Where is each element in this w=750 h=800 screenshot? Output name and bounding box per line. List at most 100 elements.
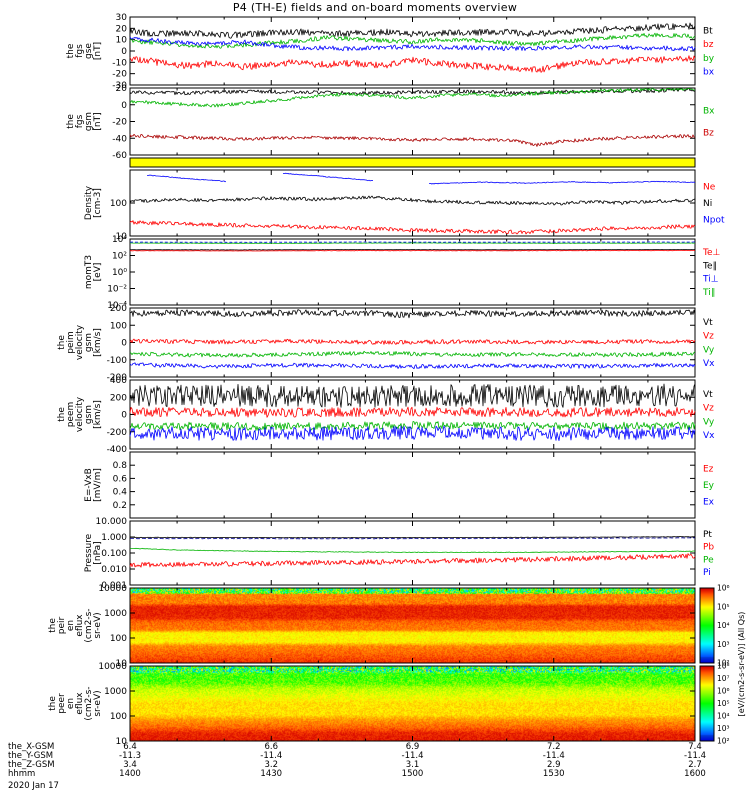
colorbar-tick-label: 10⁵ — [717, 699, 730, 708]
y-axis-label-efield: E=-VxB — [84, 468, 94, 502]
legend-Ez: Ez — [703, 465, 714, 475]
y-tick-label: 200 — [110, 393, 127, 403]
legend-Pb: Pb — [703, 543, 714, 553]
y-tick-label: 200 — [110, 304, 127, 314]
y-tick-label: 20 — [116, 84, 128, 94]
y-tick-label: 30 — [116, 13, 128, 23]
spectrogram-peer-spec — [130, 666, 695, 741]
y-tick-label: 100 — [110, 199, 127, 209]
y-tick-label: 10 — [116, 659, 128, 669]
date-label: 2020 Jan 17 — [8, 781, 59, 791]
series-Pe — [129, 547, 696, 554]
legend-Vx: Vx — [703, 431, 715, 441]
y-axis-label-pressure: [nPa] — [93, 541, 103, 564]
y-tick-label: 0.8 — [113, 461, 128, 471]
series-Vx — [129, 362, 696, 370]
y-axis-label-fgs-gse: the — [66, 43, 76, 58]
colorbar-tick-label: 10⁶ — [717, 687, 730, 696]
axis-row-value: 3.4 — [123, 760, 137, 770]
y-axis-label-pressure: Pressure — [84, 533, 94, 572]
axis-row-value: -11.4 — [543, 751, 565, 761]
legend-Bt: Bt — [703, 27, 713, 37]
y-axis-label-fgs-gsm: [nT] — [93, 112, 103, 130]
colorbar-tick-label: 10⁴ — [717, 621, 730, 630]
axis-row-label: the_Y-GSM — [8, 751, 53, 761]
legend-Te⊥: Te⊥ — [702, 248, 721, 258]
axis-row-value: 1500 — [402, 769, 424, 779]
y-axis-label-peir-spec: sr-eV) — [93, 612, 103, 638]
series-bz — [129, 55, 696, 73]
y-tick-label: 0.001 — [101, 581, 127, 591]
series-Ni — [129, 195, 696, 206]
series-Ne — [129, 220, 696, 235]
y-axis-label-peer-spec: en — [66, 698, 76, 709]
series-Te_perp — [129, 250, 696, 252]
series-Bt — [129, 88, 696, 96]
legend-Ti∥: Ti∥ — [702, 288, 715, 298]
y-axis-label-density: [cm-3] — [93, 188, 103, 218]
y-axis-label-peer-spec: eflux — [75, 692, 85, 715]
y-tick-label: 10 — [116, 737, 128, 747]
y-tick-label: 10 — [116, 36, 128, 46]
axis-row-value: -11.4 — [402, 751, 424, 761]
y-axis-label-vel-peem: [km/s] — [93, 400, 103, 429]
series-Pb — [129, 553, 696, 568]
series-Vz — [129, 406, 696, 418]
y-axis-label-peir-spec: peir — [57, 616, 67, 634]
legend-Bz: Bz — [703, 129, 714, 139]
y-tick-label: -100 — [107, 356, 128, 366]
legend-Vt: Vt — [703, 390, 713, 400]
y-axis-label-peir-spec: en — [66, 620, 76, 631]
y-tick-label: -200 — [107, 428, 128, 438]
colorbar-tick-label: 10⁵ — [717, 602, 730, 611]
y-tick-label: 0 — [121, 47, 127, 57]
y-axis-label-vel-peim: gsm — [84, 333, 94, 352]
panel-frame-pressure — [129, 520, 696, 586]
axis-row-value: 7.4 — [688, 742, 702, 752]
y-tick-label: 10⁻² — [107, 285, 127, 295]
colorbar-tick-label: 10³ — [717, 724, 730, 733]
axis-row-value: -11.4 — [260, 751, 282, 761]
legend-Ne: Ne — [703, 183, 716, 193]
y-axis-label-fgs-gsm: the — [66, 114, 76, 129]
y-tick-label: 0.2 — [113, 501, 127, 511]
y-tick-label: 10⁰ — [112, 268, 127, 278]
y-tick-label: -20 — [112, 118, 127, 128]
y-axis-label-peer-spec: (cm2-s- — [84, 686, 94, 720]
colorbar-peir-spec — [700, 588, 714, 663]
legend-Vt: Vt — [703, 318, 713, 328]
series-by — [129, 32, 696, 49]
colorbar-tick-label: 10² — [717, 659, 730, 668]
y-tick-label: -60 — [112, 151, 127, 161]
y-tick-label: 0 — [121, 411, 127, 421]
colorbar-tick-label: 10³ — [717, 640, 730, 649]
y-tick-label: 10000 — [98, 662, 127, 672]
axis-row-value: 1530 — [543, 769, 565, 779]
colorbar-tick-label: 10⁴ — [717, 712, 730, 721]
y-tick-label: -20 — [112, 70, 127, 80]
axis-row-value: 1430 — [260, 769, 282, 779]
axis-row-value: 2.7 — [688, 760, 702, 770]
y-axis-label-vel-peem: gsm — [84, 405, 94, 424]
colorbar-tick-label: 10⁶ — [717, 584, 730, 593]
axis-row-label: hhmm — [8, 769, 35, 779]
y-axis-label-peer-spec: the — [48, 696, 58, 711]
y-tick-label: 0 — [121, 101, 127, 111]
y-tick-label: 0.100 — [101, 549, 127, 559]
series-bx — [129, 36, 696, 52]
colorbar-frame — [699, 587, 715, 664]
y-tick-label: 10² — [112, 252, 127, 262]
series-Vy — [129, 421, 696, 431]
legend-Vy: Vy — [703, 417, 715, 427]
legend-Pe: Pe — [703, 555, 714, 565]
legend-Ni: Ni — [703, 199, 712, 209]
legend-Vy: Vy — [703, 345, 715, 355]
y-tick-label: 10 — [116, 232, 128, 242]
axis-row-value: 3.1 — [406, 760, 420, 770]
series-Bt — [129, 22, 696, 39]
series-Pt — [129, 536, 696, 539]
axis-row-value: -11.3 — [119, 751, 141, 761]
y-tick-label: 0.010 — [101, 565, 127, 575]
